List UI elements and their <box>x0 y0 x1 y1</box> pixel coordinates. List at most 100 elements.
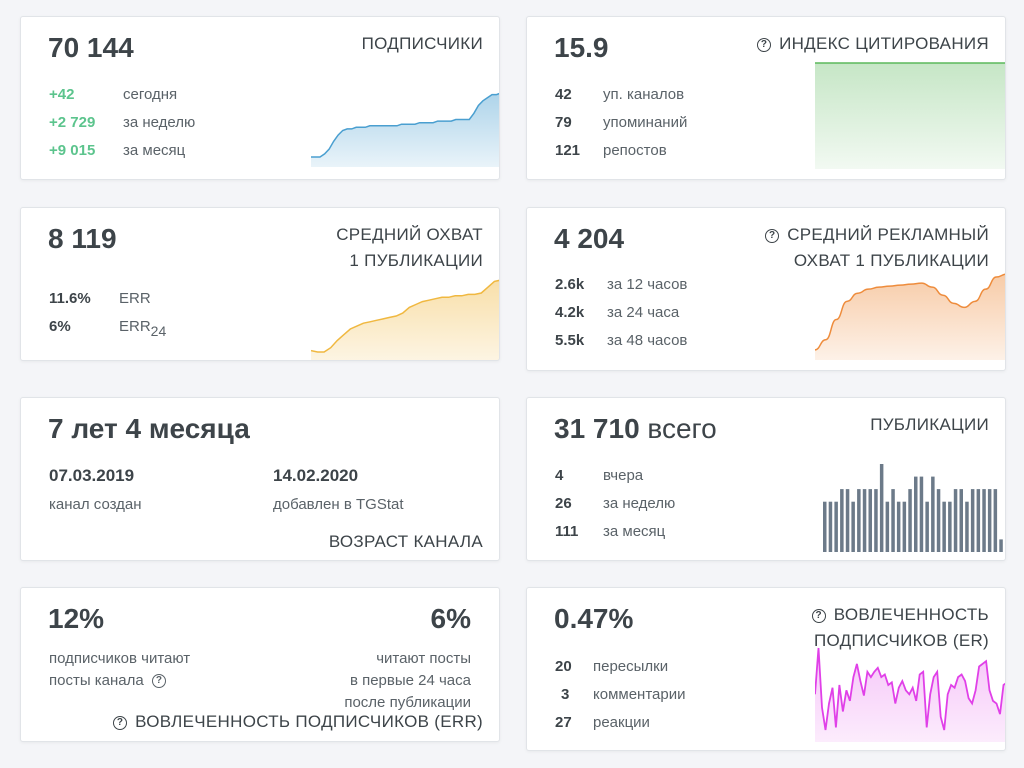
err-left-value: 12% <box>48 603 105 634</box>
question-circle-icon[interactable]: ? <box>757 38 772 52</box>
stat-label: уп. каналов <box>603 86 685 103</box>
posts-bar[interactable] <box>987 489 992 552</box>
posts-bar[interactable] <box>874 489 878 552</box>
posts-total-suffix: всего <box>639 413 717 444</box>
posts-bar[interactable] <box>834 501 838 552</box>
stat-row: +42 сегодня <box>49 85 249 105</box>
citation-title[interactable]: ? ИНДЕКС ЦИТИРОВАНИЯ <box>757 31 989 57</box>
stat-value: 42 <box>555 86 572 103</box>
stat-row: 6% ERR24 <box>49 317 249 339</box>
posts-value: 31 710 всего <box>554 413 717 445</box>
posts-bar[interactable] <box>896 501 901 552</box>
posts-bar[interactable] <box>919 476 924 552</box>
posts-card[interactable]: 31 710 всего ПУБЛИКАЦИИ 4 вчера 26 за не… <box>526 397 1006 561</box>
reach-card[interactable]: 8 119 СРЕДНИЙ ОХВАТ 1 ПУБЛИКАЦИИ 11.6% E… <box>20 207 500 361</box>
question-circle-icon[interactable]: ? <box>151 674 166 688</box>
stat-row: +2 729 за неделю <box>49 113 249 133</box>
posts-bar[interactable] <box>965 501 969 552</box>
er-value: 0.47% <box>554 603 634 634</box>
er-title-line1: ВОВЛЕЧЕННОСТЬ <box>833 605 989 624</box>
posts-bar[interactable] <box>885 501 890 552</box>
er-sparkline[interactable] <box>815 646 1006 742</box>
posts-bar[interactable] <box>959 489 964 552</box>
err-card[interactable]: 12% подписчиков читают посты канала ? 6%… <box>20 587 500 742</box>
err-title[interactable]: ? ВОВЛЕЧЕННОСТЬ ПОДПИСЧИКОВ (ERR) <box>113 709 483 735</box>
subscribers-card[interactable]: 70 144 ПОДПИСЧИКИ +42 сегодня +2 729 за … <box>20 16 500 180</box>
err-left-line2-wrap: посты канала ? <box>49 670 190 692</box>
question-circle-icon[interactable]: ? <box>811 609 826 623</box>
posts-bar[interactable] <box>845 489 850 552</box>
er-card[interactable]: 0.47% ? ВОВЛЕЧЕННОСТЬ ПОДПИСЧИКОВ (ER) 20… <box>526 587 1006 751</box>
stat-label: за неделю <box>603 495 676 512</box>
ad-reach-card[interactable]: 4 204 ? СРЕДНИЙ РЕКЛАМНЫЙ ОХВАТ 1 ПУБЛИКА… <box>526 207 1006 371</box>
stat-row: +9 015 за месяц <box>49 141 249 161</box>
citation-sparkline[interactable] <box>815 61 1006 169</box>
channel-age-card[interactable]: 7 лет 4 месяца 07.03.2019 канал создан 1… <box>20 397 500 561</box>
posts-bar[interactable] <box>948 501 952 552</box>
ad-reach-value: 4 204 <box>554 223 625 254</box>
posts-bar[interactable] <box>976 489 981 552</box>
posts-bar[interactable] <box>999 539 1003 552</box>
question-circle-icon[interactable]: ? <box>113 716 128 730</box>
created-label: канал создан <box>49 496 142 513</box>
stat-label: сегодня <box>123 86 178 103</box>
posts-bars[interactable] <box>823 458 1005 552</box>
err-left-line2: посты канала <box>49 672 144 689</box>
posts-bar[interactable] <box>879 464 884 552</box>
posts-title[interactable]: ПУБЛИКАЦИИ <box>870 415 989 434</box>
stat-row: 3 комментарии <box>555 685 755 705</box>
subscribers-title[interactable]: ПОДПИСЧИКИ <box>361 34 483 53</box>
stat-label: за 12 часов <box>607 276 688 293</box>
posts-bar[interactable] <box>953 489 958 552</box>
channel-age-title[interactable]: ВОЗРАСТ КАНАЛА <box>328 532 483 551</box>
err-title-text: ВОВЛЕЧЕННОСТЬ ПОДПИСЧИКОВ (ERR) <box>135 712 483 731</box>
stat-value: 6% <box>49 318 71 335</box>
posts-bar[interactable] <box>993 489 998 552</box>
posts-bar[interactable] <box>942 501 946 552</box>
subscribers-sparkline[interactable] <box>311 75 500 167</box>
added-label: добавлен в TGStat <box>273 496 404 513</box>
posts-bar[interactable] <box>840 489 844 552</box>
created-date-value: 07.03.2019 <box>49 466 135 485</box>
subscribers-value: 70 144 <box>48 32 134 63</box>
posts-bar[interactable] <box>851 501 855 552</box>
posts-bar[interactable] <box>823 501 827 552</box>
posts-bar[interactable] <box>931 476 935 552</box>
posts-bar[interactable] <box>908 489 912 552</box>
stat-row: 5.5k за 48 часов <box>555 331 755 351</box>
posts-bar[interactable] <box>902 501 907 552</box>
posts-bar[interactable] <box>862 489 867 552</box>
er-title[interactable]: ? ВОВЛЕЧЕННОСТЬ ПОДПИСЧИКОВ (ER) <box>811 602 989 654</box>
posts-bar[interactable] <box>970 489 975 552</box>
stat-value: +2 729 <box>49 114 96 131</box>
area-fill <box>815 63 1005 169</box>
area-line <box>815 273 1005 351</box>
posts-bar[interactable] <box>925 501 929 552</box>
stat-label: вчера <box>603 467 644 484</box>
posts-bar[interactable] <box>982 489 986 552</box>
err-right-line3: после публикации <box>344 694 471 711</box>
citation-card[interactable]: 15.9 ? ИНДЕКС ЦИТИРОВАНИЯ 42 уп. каналов … <box>526 16 1006 180</box>
ad-reach-title[interactable]: ? СРЕДНИЙ РЕКЛАМНЫЙ ОХВАТ 1 ПУБЛИКАЦИИ <box>765 222 989 274</box>
stat-label: за месяц <box>123 142 186 159</box>
stat-row: 27 реакции <box>555 713 755 733</box>
posts-bar[interactable] <box>857 489 861 552</box>
question-circle-icon[interactable]: ? <box>765 229 780 243</box>
reach-title[interactable]: СРЕДНИЙ ОХВАТ 1 ПУБЛИКАЦИИ <box>336 222 483 274</box>
citation-value: 15.9 <box>554 32 609 63</box>
stat-row: 4.2k за 24 часа <box>555 303 755 323</box>
channel-age-value: 7 лет 4 месяца <box>48 413 250 444</box>
posts-bar[interactable] <box>868 489 873 552</box>
err-right-value: 6% <box>430 603 471 634</box>
posts-bar[interactable] <box>828 501 833 552</box>
stat-value: 27 <box>555 714 572 731</box>
posts-bar[interactable] <box>891 489 895 552</box>
reach-title-line1: СРЕДНИЙ ОХВАТ <box>336 225 483 244</box>
ad-reach-sparkline[interactable] <box>815 272 1006 360</box>
stat-value: 2.6k <box>555 276 585 293</box>
stat-value: 3 <box>561 686 570 703</box>
posts-bar[interactable] <box>914 476 918 552</box>
reach-sparkline[interactable] <box>311 276 500 360</box>
err-right-text: читают посты в первые 24 часа после публ… <box>344 648 471 714</box>
posts-bar[interactable] <box>936 489 941 552</box>
